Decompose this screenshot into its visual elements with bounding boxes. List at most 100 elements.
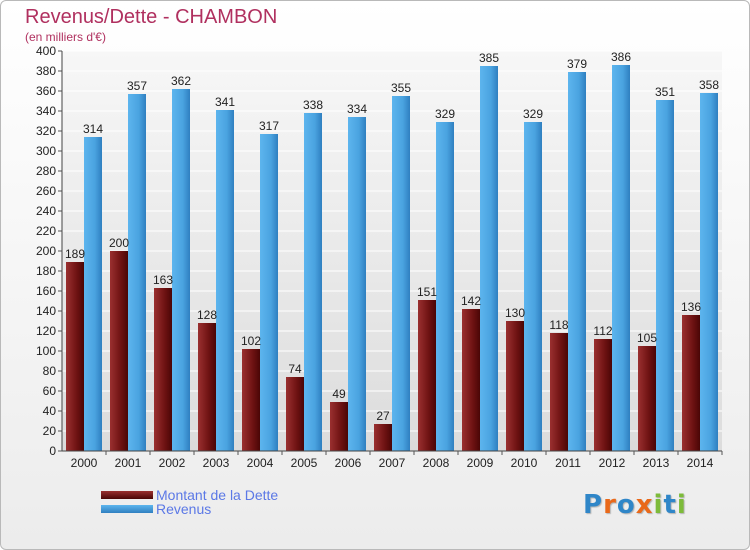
bar-dette (66, 262, 84, 451)
x-tick-label: 2009 (467, 456, 494, 470)
y-tick-label: 80 (43, 364, 57, 378)
bar-dette (462, 309, 480, 451)
bar-dette (330, 402, 348, 451)
data-label-revenus: 341 (215, 95, 235, 109)
y-tick-label: 300 (36, 144, 56, 158)
bar-dette (374, 424, 392, 451)
legend-item-dette: Montant de la Dette (101, 487, 278, 503)
legend-swatch-dette (101, 491, 153, 499)
bar-dette (594, 339, 612, 451)
data-label-revenus: 385 (479, 51, 499, 65)
y-axis: 0 20 40 60 80 100 120 140 160 180 200 220 240 260 280 3… (36, 44, 63, 458)
data-label-revenus: 358 (699, 78, 719, 92)
bar-revenus (700, 93, 718, 451)
y-tick-label: 120 (36, 324, 56, 338)
bars (66, 65, 718, 451)
y-tick-label: 100 (36, 344, 56, 358)
data-label-revenus: 338 (303, 98, 323, 112)
y-tick-label: 360 (36, 84, 56, 98)
y-tick-label: 0 (49, 444, 56, 458)
bar-revenus (612, 65, 630, 451)
x-tick-label: 2005 (291, 456, 318, 470)
data-label-dette: 163 (153, 273, 173, 287)
y-tick-label: 140 (36, 304, 56, 318)
bar-dette (506, 321, 524, 451)
data-label-revenus: 355 (391, 81, 411, 95)
data-label-revenus: 362 (171, 74, 191, 88)
bar-dette (242, 349, 260, 451)
data-label-dette: 151 (417, 285, 437, 299)
proxiti-logo: Proxiti (583, 490, 687, 520)
bar-dette (682, 315, 700, 451)
data-label-dette: 136 (681, 300, 701, 314)
bar-revenus (392, 96, 410, 451)
data-labels: 189 314 200 357 163 362 128 341 102 317 74 338 49 334… (65, 50, 719, 423)
bar-dette (418, 300, 436, 451)
data-label-revenus: 351 (655, 85, 675, 99)
bar-revenus (480, 66, 498, 451)
y-tick-label: 200 (36, 244, 56, 258)
bar-revenus (260, 134, 278, 451)
logo-letter: x (635, 490, 654, 520)
legend-swatch-revenus (101, 505, 153, 513)
bar-revenus (304, 113, 322, 451)
x-tick-label: 2010 (511, 456, 538, 470)
bar-revenus (656, 100, 674, 451)
y-tick-label: 160 (36, 284, 56, 298)
bar-dette (550, 333, 568, 451)
y-tick-label: 40 (43, 404, 57, 418)
bar-dette (638, 346, 656, 451)
y-tick-label: 280 (36, 164, 56, 178)
x-tick-label: 2008 (423, 456, 450, 470)
data-label-revenus: 357 (127, 79, 147, 93)
y-tick-label: 260 (36, 184, 56, 198)
logo-letter: r (603, 490, 617, 520)
x-tick-label: 2006 (335, 456, 362, 470)
data-label-revenus: 386 (611, 50, 631, 64)
x-axis: 2000 2001 2002 2003 2004 2005 2006 2007 2008 2009… (62, 450, 723, 470)
data-label-dette: 74 (288, 362, 302, 376)
bar-revenus (128, 94, 146, 451)
data-label-revenus: 329 (523, 107, 543, 121)
logo-letter: P (583, 490, 604, 520)
x-tick-label: 2012 (599, 456, 626, 470)
x-tick-label: 2002 (159, 456, 186, 470)
logo-letter: i (676, 490, 687, 520)
bar-dette (154, 288, 172, 451)
x-tick-label: 2001 (115, 456, 142, 470)
data-label-dette: 118 (549, 318, 568, 332)
y-tick-label: 220 (36, 224, 56, 238)
data-label-revenus: 329 (435, 107, 455, 121)
logo-letter: o (616, 490, 636, 520)
logo-letter: t (663, 490, 677, 520)
y-tick-label: 320 (36, 124, 56, 138)
bar-dette (110, 251, 128, 451)
x-tick-label: 2000 (71, 456, 98, 470)
legend-item-revenus: Revenus (101, 501, 211, 517)
x-tick-label: 2003 (203, 456, 230, 470)
data-label-dette: 27 (376, 409, 390, 423)
chart-subtitle: (en milliers d'€) (25, 30, 106, 44)
data-label-dette: 189 (65, 247, 85, 261)
bar-revenus (216, 110, 234, 451)
y-tick-label: 380 (36, 64, 56, 78)
y-tick-label: 240 (36, 204, 56, 218)
data-label-dette: 105 (637, 331, 657, 345)
y-tick-label: 20 (43, 424, 57, 438)
y-tick-label: 180 (36, 264, 56, 278)
bar-dette (286, 377, 304, 451)
data-label-dette: 200 (109, 236, 129, 250)
x-tick-label: 2004 (247, 456, 274, 470)
bar-revenus (348, 117, 366, 451)
data-label-revenus: 334 (347, 102, 367, 116)
y-tick-label: 340 (36, 104, 56, 118)
y-tick-label: 400 (36, 44, 56, 58)
data-label-dette: 112 (593, 324, 612, 338)
bar-revenus (568, 72, 586, 451)
x-tick-label: 2007 (379, 456, 406, 470)
bar-revenus (84, 137, 102, 451)
bar-revenus (436, 122, 454, 451)
data-label-dette: 49 (332, 387, 346, 401)
